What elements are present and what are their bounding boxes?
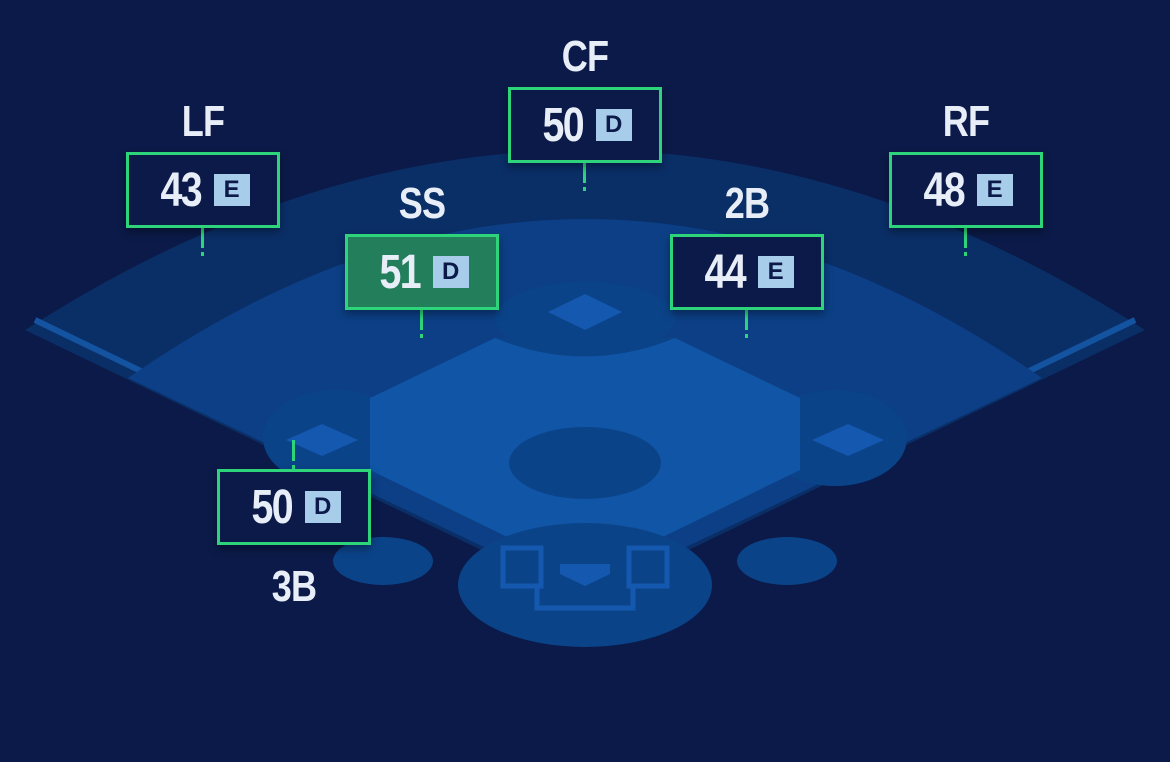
position-marker <box>964 228 967 256</box>
first-base <box>812 424 884 456</box>
rating-value: 51 <box>379 245 422 299</box>
rating-box[interactable]: 50 D <box>508 87 662 163</box>
home-plate <box>560 564 610 586</box>
rating-box[interactable]: 44 E <box>670 234 824 310</box>
grade-badge: E <box>757 256 794 288</box>
rating-value: 50 <box>542 98 585 152</box>
position-marker <box>420 310 423 338</box>
rating-box[interactable]: 43 E <box>126 152 280 228</box>
rating-box[interactable]: 48 E <box>889 152 1043 228</box>
grade-badge: D <box>595 109 632 141</box>
grade-badge: D <box>432 256 469 288</box>
on-deck-circle-right <box>737 537 837 585</box>
position-marker <box>292 440 295 469</box>
position-label: RF <box>942 97 990 146</box>
position-label: LF <box>181 97 225 146</box>
position-label: 2B <box>724 179 770 228</box>
position-label: SS <box>398 179 446 228</box>
position-marker <box>201 228 204 256</box>
rating-value: 50 <box>251 480 294 534</box>
position-label: 3B <box>271 562 317 611</box>
on-deck-circle-left <box>333 537 433 585</box>
grade-badge: E <box>213 174 250 206</box>
third-base <box>286 424 358 456</box>
position-label: CF <box>561 32 609 81</box>
batters-boxes <box>500 545 670 611</box>
position-marker <box>583 163 586 191</box>
rating-value: 48 <box>923 163 966 217</box>
rating-box[interactable]: 50 D <box>217 469 371 545</box>
rating-box[interactable]: 51 D <box>345 234 499 310</box>
rating-value: 43 <box>160 163 203 217</box>
position-marker <box>745 310 748 338</box>
second-base <box>548 294 622 330</box>
grade-badge: D <box>304 491 341 523</box>
grade-badge: E <box>976 174 1013 206</box>
rating-value: 44 <box>704 245 747 299</box>
pitchers-mound <box>509 427 661 499</box>
